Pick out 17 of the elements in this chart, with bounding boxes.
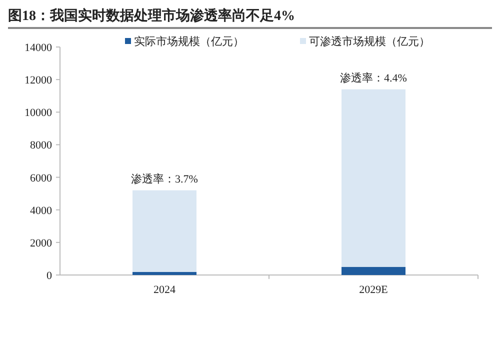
- y-tick-label: 8000: [30, 140, 52, 152]
- annotation: 渗透率：4.4%: [340, 71, 407, 84]
- y-tick-label: 12000: [24, 74, 52, 87]
- bar: [342, 266, 406, 275]
- y-tick-label: 0: [46, 270, 52, 282]
- bar: [132, 272, 196, 275]
- y-tick-label: 10000: [24, 107, 52, 120]
- y-tick-label: 4000: [30, 204, 52, 217]
- x-tick-label: 2029E: [359, 284, 388, 296]
- bar: [342, 89, 406, 267]
- y-tick-label: 2000: [30, 237, 52, 250]
- y-tick-label: 6000: [30, 172, 52, 184]
- x-tick-label: 2024: [154, 284, 176, 296]
- bar: [132, 190, 196, 272]
- chart-title: 图18：我国实时数据处理市场渗透率尚不足4%: [8, 7, 295, 24]
- y-tick-label: 14000: [24, 42, 52, 54]
- annotation: 渗透率：3.7%: [131, 172, 198, 186]
